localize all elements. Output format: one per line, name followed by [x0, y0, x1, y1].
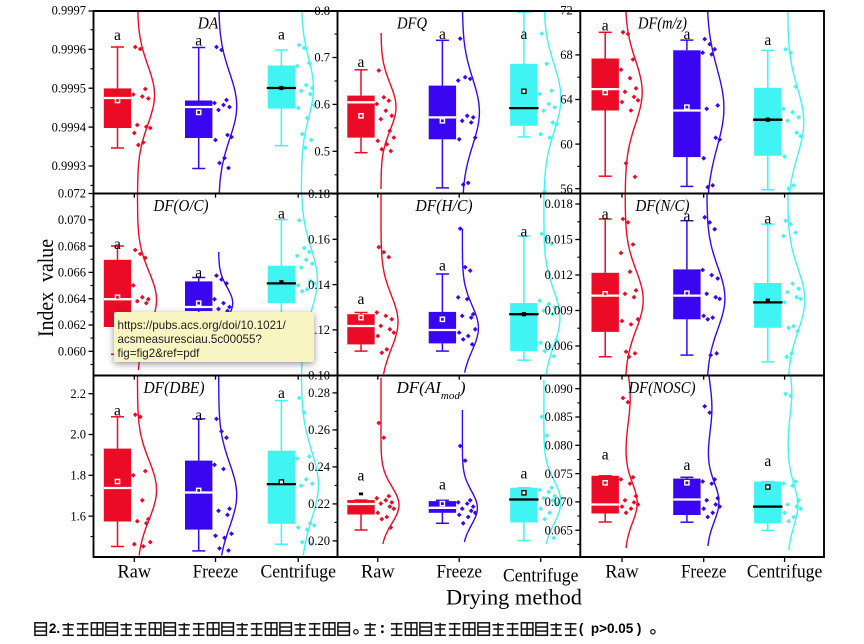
svg-text:DF(H/C): DF(H/C) [415, 196, 473, 215]
svg-text:0.070: 0.070 [545, 495, 573, 509]
svg-text:a: a [114, 403, 121, 420]
svg-text:a: a [358, 291, 365, 308]
svg-text:p>0.05: p>0.05 [591, 621, 634, 636]
svg-text:0.7: 0.7 [314, 51, 330, 65]
svg-text:0.5: 0.5 [314, 145, 330, 159]
svg-text:a: a [683, 26, 690, 43]
svg-text:2.2: 2.2 [70, 387, 86, 401]
svg-text:a: a [439, 26, 446, 43]
svg-text:a: a [278, 385, 285, 402]
svg-text:Centrifuge: Centrifuge [503, 567, 579, 587]
svg-text:a: a [764, 32, 771, 49]
svg-text:0.28: 0.28 [308, 386, 330, 400]
svg-text:0.062: 0.062 [58, 318, 86, 332]
svg-text:a: a [358, 54, 365, 71]
svg-text:a: a [195, 265, 202, 282]
svg-text:Raw: Raw [118, 563, 152, 583]
svg-text:a: a [764, 453, 771, 470]
svg-text:Centrifuge: Centrifuge [747, 563, 823, 583]
svg-text:1.6: 1.6 [70, 509, 86, 523]
svg-text:Raw: Raw [361, 563, 395, 583]
svg-text:a: a [278, 206, 285, 223]
svg-text:DF(N/C): DF(N/C) [635, 196, 690, 215]
svg-text:a: a [195, 407, 202, 424]
svg-text:0.068: 0.068 [58, 239, 86, 253]
svg-text:DF(NOSC): DF(NOSC) [628, 378, 696, 397]
svg-text:a: a [358, 467, 365, 484]
svg-text:2.0: 2.0 [70, 428, 86, 442]
svg-text:0.066: 0.066 [58, 266, 86, 280]
svg-text:a: a [602, 447, 609, 464]
svg-text:0.9994: 0.9994 [52, 120, 87, 134]
svg-text:0.065: 0.065 [545, 523, 573, 537]
svg-text:DF(m/z): DF(m/z) [637, 14, 687, 33]
svg-text:2.: 2. [49, 621, 60, 636]
svg-text:0.085: 0.085 [545, 410, 573, 424]
svg-text:0.060: 0.060 [58, 345, 86, 359]
svg-text:0.16: 0.16 [308, 233, 330, 247]
svg-text:DFQ: DFQ [396, 14, 427, 33]
svg-text:0.070: 0.070 [58, 213, 86, 227]
svg-text:DF(AImod): DF(AImod) [396, 378, 466, 402]
svg-text:Freeze: Freeze [436, 563, 482, 583]
svg-text:0.015: 0.015 [545, 233, 573, 247]
svg-text:a: a [520, 224, 527, 241]
svg-text:56: 56 [560, 182, 573, 196]
svg-text:a: a [520, 465, 527, 482]
svg-text:0.6: 0.6 [314, 98, 330, 112]
svg-text:a: a [114, 27, 121, 44]
svg-text:64: 64 [560, 93, 573, 107]
svg-text:0.064: 0.064 [58, 292, 87, 306]
svg-text:0.9997: 0.9997 [52, 4, 86, 18]
svg-text:a: a [114, 236, 121, 253]
svg-text:0.075: 0.075 [545, 467, 573, 481]
svg-text:0.090: 0.090 [545, 382, 573, 396]
svg-text:0.9993: 0.9993 [52, 159, 86, 173]
svg-text:a: a [602, 206, 609, 223]
svg-text:a: a [439, 477, 446, 494]
svg-text:0.072: 0.072 [58, 187, 86, 201]
svg-text:0.018: 0.018 [545, 197, 573, 211]
svg-text:0.9996: 0.9996 [52, 43, 86, 57]
svg-text:1.8: 1.8 [70, 469, 86, 483]
svg-text:0.012: 0.012 [545, 268, 573, 282]
svg-text:0.24: 0.24 [308, 460, 331, 474]
svg-text:0.006: 0.006 [545, 339, 573, 353]
svg-text:): ) [637, 621, 642, 636]
svg-text:a: a [683, 208, 690, 225]
svg-text:a: a [683, 457, 690, 474]
svg-text:a: a [764, 211, 771, 228]
svg-text:Freeze: Freeze [681, 563, 727, 583]
svg-text:Raw: Raw [605, 563, 639, 583]
svg-text:DF(DBE): DF(DBE) [143, 378, 205, 397]
svg-text:0.12: 0.12 [308, 323, 330, 337]
svg-text:a: a [278, 27, 285, 44]
svg-text:a: a [439, 258, 446, 275]
svg-text:Freeze: Freeze [193, 563, 239, 583]
svg-text:68: 68 [560, 48, 573, 62]
svg-text:a: a [520, 26, 527, 43]
svg-text:(: ( [579, 621, 584, 636]
svg-text:0.22: 0.22 [308, 497, 330, 511]
svg-text:a: a [195, 33, 202, 50]
svg-text:Centrifuge: Centrifuge [260, 563, 336, 583]
svg-text:0.14: 0.14 [308, 278, 331, 292]
svg-text:60: 60 [560, 137, 573, 151]
svg-text:DF(O/C): DF(O/C) [153, 196, 209, 215]
svg-text:0.20: 0.20 [308, 534, 330, 548]
svg-text:DA: DA [197, 14, 219, 33]
svg-text:Index value: Index value [33, 239, 58, 337]
svg-text:Drying method: Drying method [446, 585, 582, 610]
svg-text:0.009: 0.009 [545, 304, 573, 318]
svg-text:a: a [602, 18, 609, 35]
svg-text:0.080: 0.080 [545, 439, 573, 453]
svg-text:0.9995: 0.9995 [52, 81, 86, 95]
svg-text:0.26: 0.26 [308, 423, 330, 437]
